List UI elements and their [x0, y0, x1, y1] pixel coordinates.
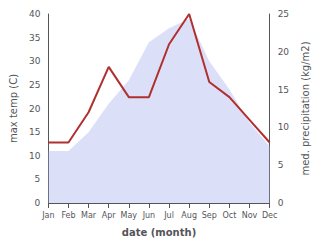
svg-text:10: 10: [278, 122, 290, 132]
svg-text:20: 20: [278, 47, 290, 57]
svg-text:max temp (C): max temp (C): [8, 74, 19, 143]
svg-text:Sep: Sep: [202, 211, 217, 220]
svg-text:Mar: Mar: [81, 211, 97, 220]
svg-text:5: 5: [278, 160, 284, 170]
svg-text:30: 30: [29, 56, 41, 66]
svg-text:Feb: Feb: [61, 211, 75, 220]
svg-text:40: 40: [29, 9, 41, 19]
svg-text:0: 0: [35, 198, 41, 208]
svg-text:Aug: Aug: [181, 211, 197, 220]
svg-text:Apr: Apr: [102, 211, 117, 220]
svg-text:med. precipitation (kg/m2): med. precipitation (kg/m2): [300, 41, 311, 175]
svg-text:0: 0: [278, 198, 284, 208]
svg-text:20: 20: [29, 104, 41, 114]
svg-text:Oct: Oct: [222, 211, 236, 220]
svg-text:Jun: Jun: [142, 211, 156, 220]
svg-text:25: 25: [278, 9, 289, 19]
svg-text:Nov: Nov: [242, 211, 258, 220]
svg-text:5: 5: [35, 174, 41, 184]
svg-text:15: 15: [29, 127, 40, 137]
svg-text:May: May: [121, 211, 138, 220]
svg-text:Dec: Dec: [262, 211, 277, 220]
svg-text:date (month): date (month): [122, 227, 196, 238]
svg-text:35: 35: [29, 33, 40, 43]
svg-text:Jul: Jul: [163, 211, 174, 220]
svg-text:25: 25: [29, 80, 40, 90]
svg-text:10: 10: [29, 151, 41, 161]
svg-text:15: 15: [278, 85, 289, 95]
svg-text:Jan: Jan: [41, 211, 54, 220]
